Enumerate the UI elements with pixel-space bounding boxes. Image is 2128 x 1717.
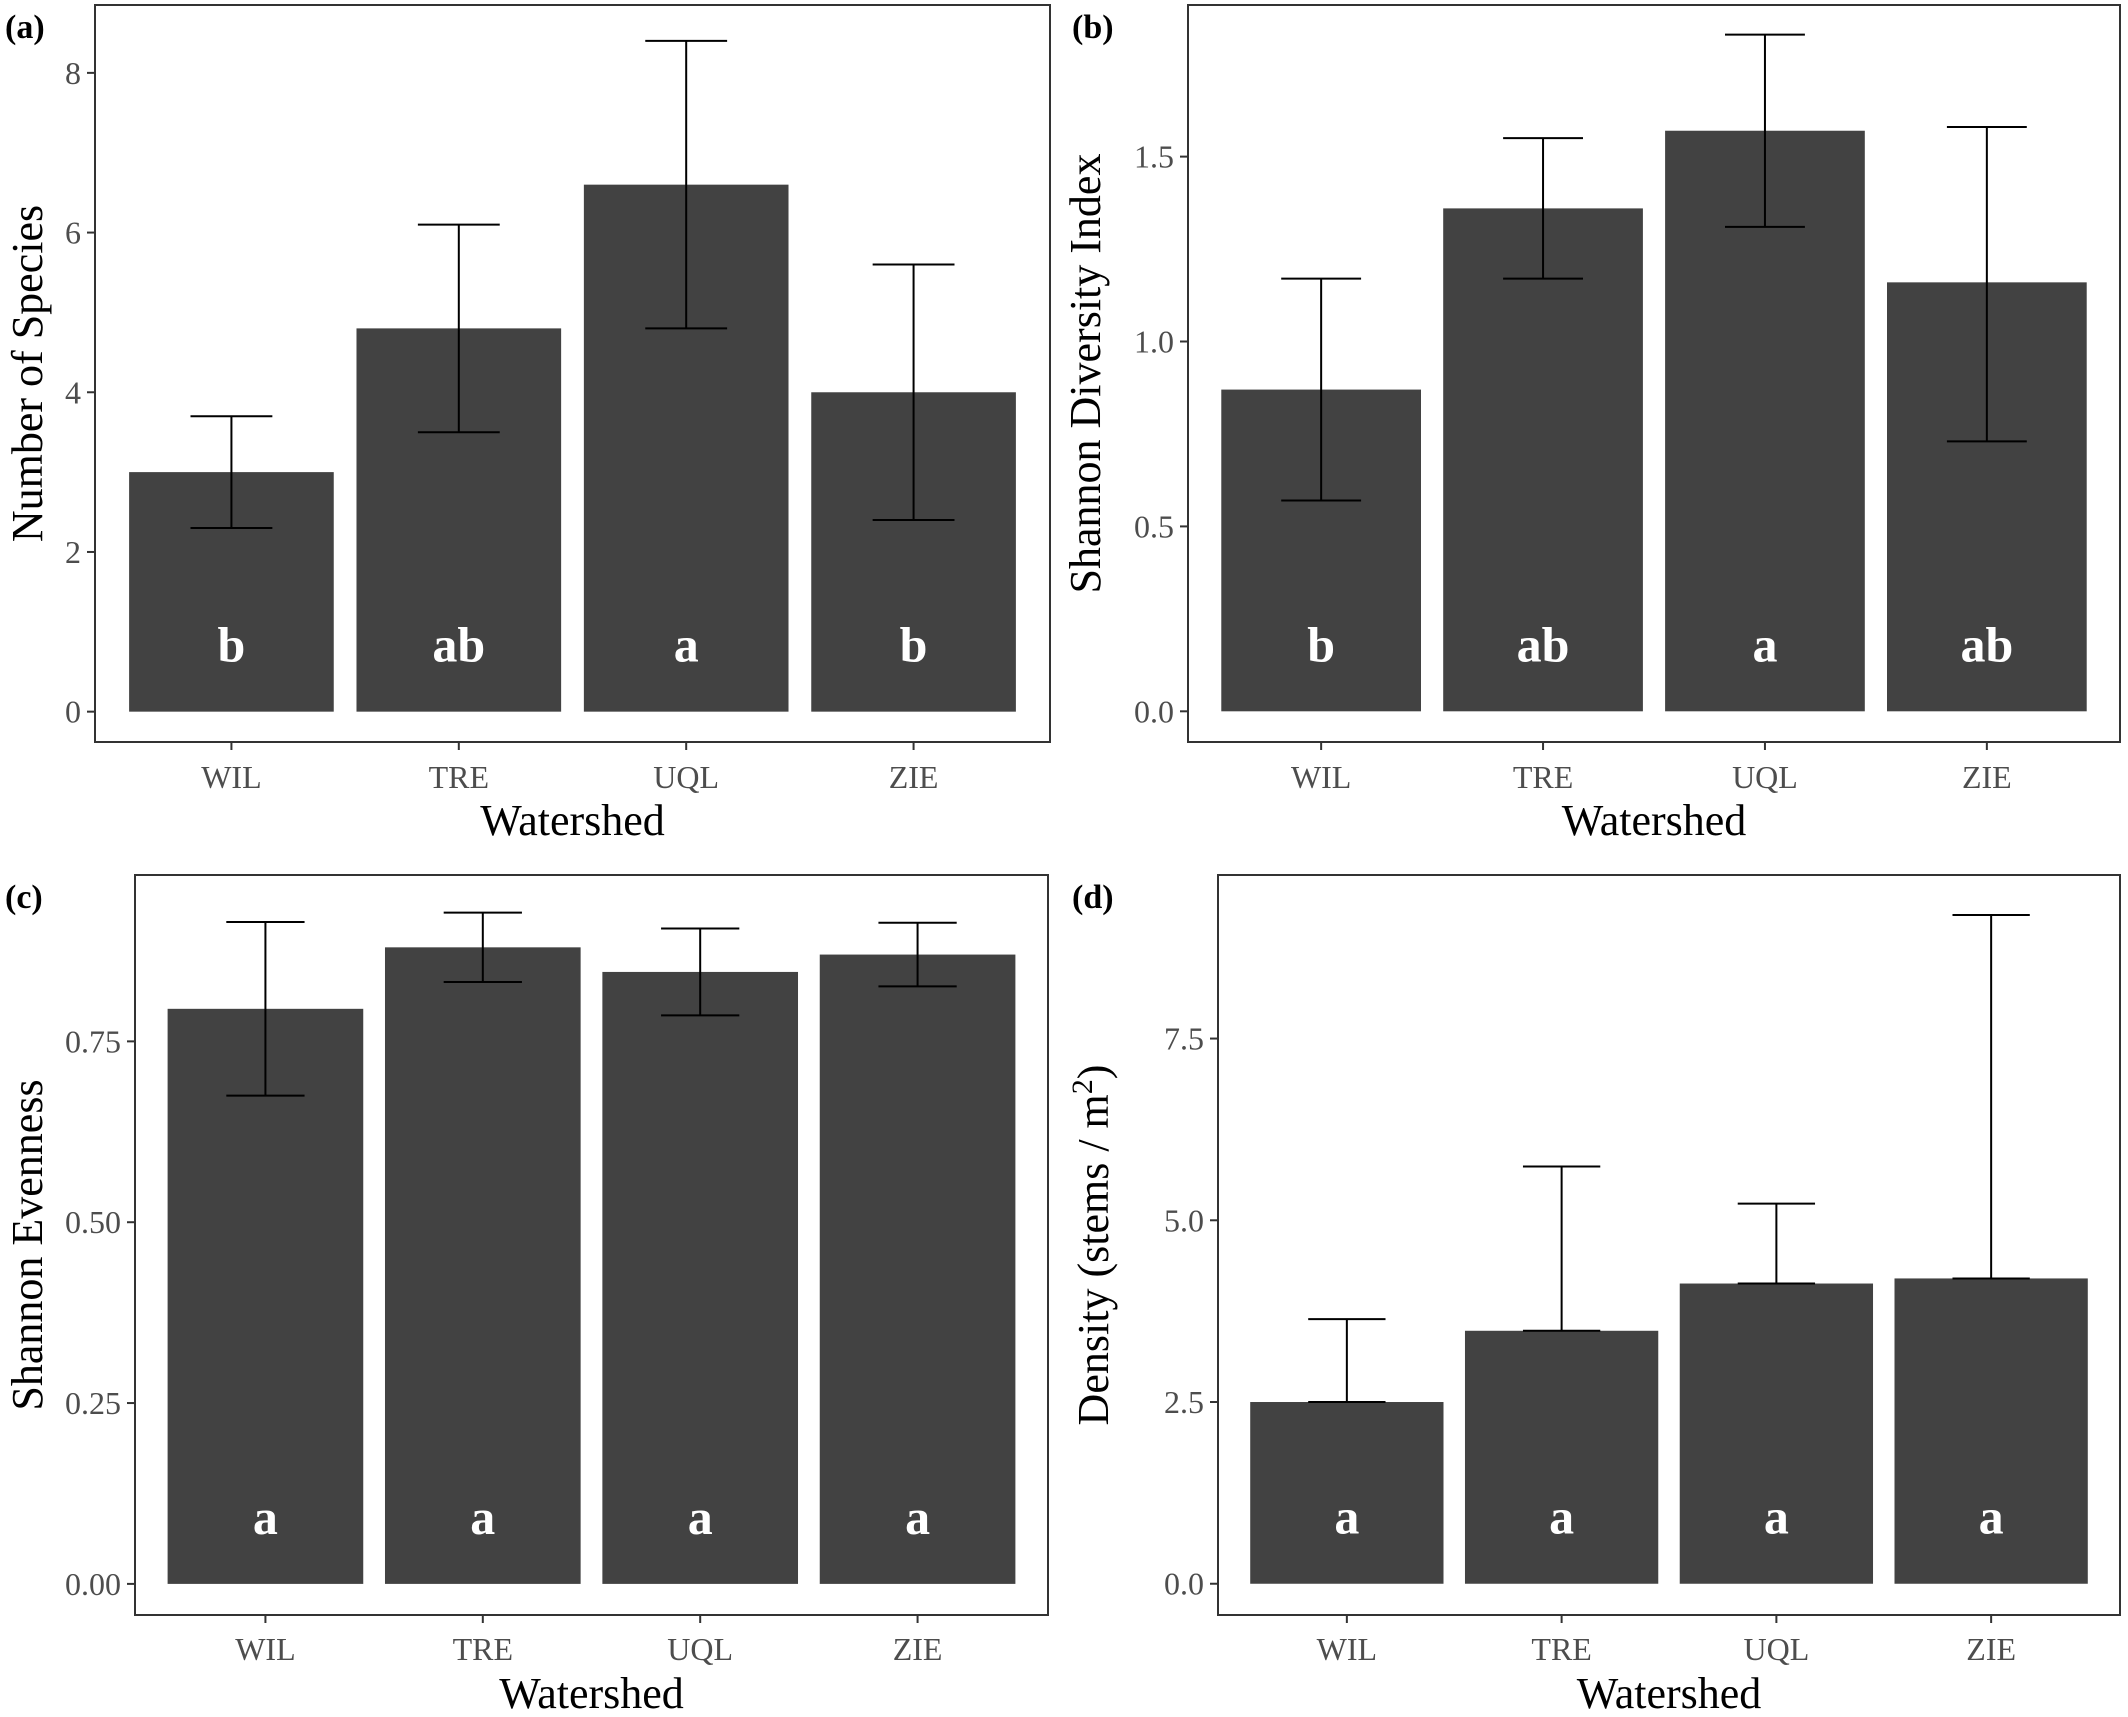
- x-tick-label: WIL: [201, 759, 261, 795]
- significance-letter: a: [1549, 1489, 1574, 1545]
- x-axis-title: Watershed: [499, 1669, 684, 1717]
- x-axis-title: Watershed: [1562, 796, 1747, 845]
- plot-frame: [134, 874, 1049, 1616]
- y-axis-title: Number of Species: [3, 205, 52, 542]
- y-axis-title: Shannon Evenness: [3, 1079, 52, 1410]
- y-tick-label: 0.0: [1164, 1566, 1204, 1602]
- y-tick-label: 1.0: [1134, 324, 1174, 360]
- significance-letter: b: [218, 617, 246, 673]
- error-bar-zie: [1946, 126, 2027, 443]
- x-tick-label: UQL: [667, 1631, 733, 1667]
- significance-letter: ab: [1517, 616, 1570, 672]
- x-axis-title: Watershed: [480, 796, 665, 845]
- significance-letter: a: [1764, 1489, 1789, 1545]
- error-bar-wil: [226, 921, 305, 1097]
- error-bar-tre: [443, 911, 522, 984]
- bar-zie: [1894, 1278, 2088, 1584]
- bar-tre: [384, 947, 581, 1584]
- x-tick-label: WIL: [1317, 1631, 1377, 1667]
- plot-frame: [1187, 4, 2121, 743]
- significance-letter: ab: [432, 617, 485, 673]
- x-tick-label: WIL: [1291, 759, 1351, 795]
- significance-letter: a: [905, 1489, 930, 1545]
- error-bar-tre: [417, 223, 500, 434]
- bar-wil: [1250, 1402, 1444, 1584]
- x-tick-label: TRE: [1531, 1631, 1591, 1667]
- x-axis-title: Watershed: [1577, 1669, 1762, 1717]
- error-bar-zie: [1952, 913, 2030, 1280]
- y-axis-title: Shannon Diversity Index: [1061, 154, 1110, 594]
- y-tick-label: 8: [65, 55, 81, 91]
- x-tick-label: TRE: [1513, 759, 1573, 795]
- significance-letter: a: [1334, 1489, 1359, 1545]
- bar-uql: [602, 971, 799, 1584]
- y-tick-label: 5.0: [1164, 1202, 1204, 1238]
- significance-letter: ab: [1960, 616, 2013, 672]
- significance-letter: b: [900, 617, 928, 673]
- y-tick-label: 0: [65, 694, 81, 730]
- x-tick-label: ZIE: [1962, 759, 2012, 795]
- error-bar-wil: [190, 415, 273, 530]
- y-tick-label: 0.5: [1134, 508, 1174, 544]
- y-tick-label: 4: [65, 374, 81, 410]
- x-tick-label: ZIE: [893, 1631, 943, 1667]
- bar-wil: [167, 1008, 364, 1584]
- y-tick-label: 0.75: [65, 1023, 121, 1059]
- significance-letter: a: [470, 1489, 495, 1545]
- bar-tre: [1443, 208, 1643, 712]
- y-tick-label: 2: [65, 534, 81, 570]
- x-tick-label: WIL: [235, 1631, 295, 1667]
- significance-letter: a: [688, 1489, 713, 1545]
- error-bar-tre: [1503, 137, 1583, 280]
- y-tick-label: 0.0: [1134, 693, 1174, 729]
- significance-letter: a: [1979, 1489, 2004, 1545]
- error-bar-wil: [1281, 277, 1362, 502]
- x-tick-label: UQL: [1732, 759, 1798, 795]
- bar-uql: [1679, 1283, 1874, 1584]
- significance-letter: a: [674, 617, 699, 673]
- error-bar-uql: [645, 39, 728, 330]
- chart-panel-2: b ab a ab 0.0 0.5 1.0 1.5 WIL TRE UQL ZIE Watershed S…: [1061, 4, 2121, 845]
- significance-letter: a: [1752, 616, 1777, 672]
- panel-label: (c): [5, 879, 43, 916]
- error-bar-uql: [661, 927, 740, 1017]
- y-tick-label: 6: [65, 215, 81, 251]
- bar-zie: [819, 954, 1016, 1584]
- x-tick-label: TRE: [453, 1631, 513, 1667]
- y-tick-label: 0.50: [65, 1204, 121, 1240]
- error-bar-uql: [1725, 33, 1805, 228]
- y-tick-label: 1.5: [1134, 139, 1174, 175]
- significance-letter: b: [1307, 616, 1335, 672]
- y-tick-label: 0.25: [65, 1385, 121, 1421]
- panel-label: (b): [1072, 9, 1114, 46]
- plot-frame: [94, 4, 1051, 743]
- plot-frame: [1217, 874, 2121, 1616]
- panel-label: (a): [5, 9, 45, 46]
- bar-tre: [1464, 1330, 1659, 1584]
- x-tick-label: UQL: [653, 759, 719, 795]
- x-tick-label: ZIE: [889, 759, 939, 795]
- x-tick-label: ZIE: [1966, 1631, 2016, 1667]
- y-tick-label: 7.5: [1164, 1021, 1204, 1057]
- y-tick-label: 2.5: [1164, 1384, 1204, 1420]
- chart-panel-4: a a a a 0.0 2.5 5.0 7.5 WIL TRE UQL ZIE Watershed Den…: [1066, 874, 2121, 1717]
- significance-letter: a: [253, 1489, 278, 1545]
- error-bar-tre: [1522, 1165, 1601, 1332]
- x-tick-label: UQL: [1743, 1631, 1809, 1667]
- x-tick-label: TRE: [429, 759, 489, 795]
- error-bar-zie: [872, 263, 955, 522]
- error-bar-uql: [1737, 1202, 1816, 1285]
- y-axis-title-superscript: 2: [1066, 1079, 1099, 1094]
- error-bar-wil: [1308, 1318, 1386, 1404]
- error-bar-zie: [878, 921, 957, 988]
- y-axis-title: Density (stems / m2): [1066, 1065, 1119, 1426]
- chart-panel-3: a a a a 0.00 0.25 0.50 0.75 WIL TRE UQL ZIE Watershe…: [3, 874, 1049, 1717]
- y-tick-label: 0.00: [65, 1566, 121, 1602]
- panel-label: (d): [1072, 879, 1114, 916]
